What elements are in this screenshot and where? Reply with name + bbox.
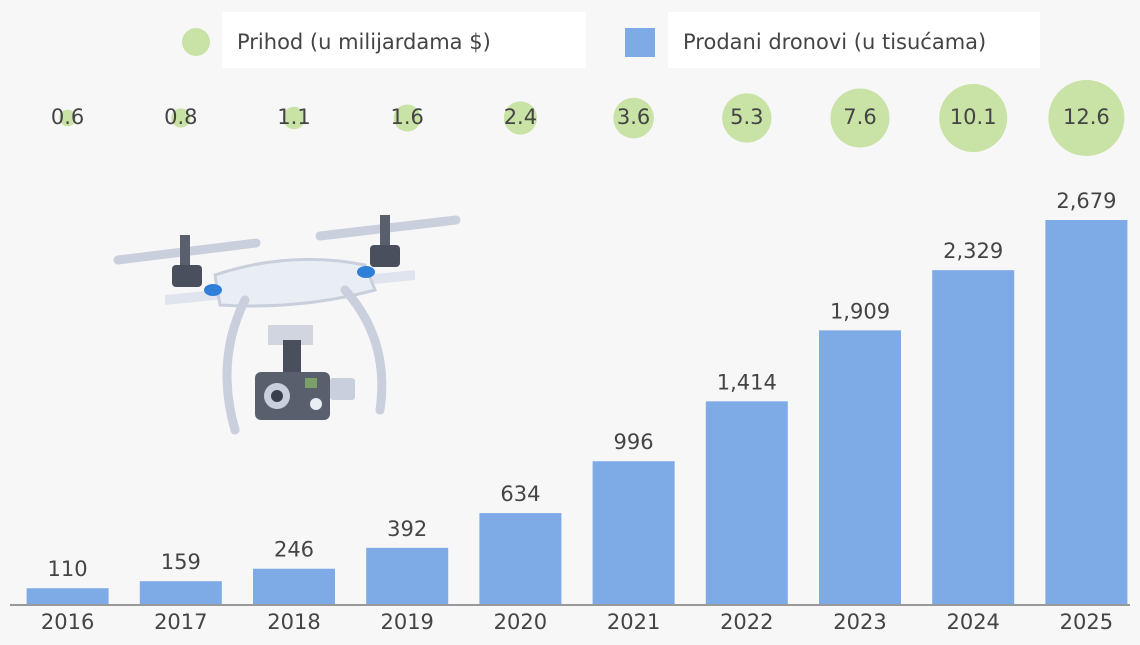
x-tick-label: 2019 [380,610,433,634]
legend-marker [625,28,655,57]
data-label: 3.6 [617,105,650,129]
data-label: 392 [387,517,427,541]
bar [27,588,109,604]
legend-marker [182,28,210,56]
data-label: 2,679 [1056,189,1116,213]
bar [706,401,788,604]
data-label: 159 [161,550,201,574]
bar [819,330,901,604]
data-label: 2,329 [943,239,1003,263]
x-tick-label: 2018 [267,610,320,634]
bar [479,513,561,604]
bar [140,581,222,604]
x-tick-label: 2025 [1060,610,1113,634]
bar [253,569,335,604]
data-label: 7.6 [843,105,876,129]
legend-label: Prodani dronovi (u tisućama) [683,30,986,54]
bar [932,270,1014,604]
data-label: 2.4 [504,105,537,129]
data-label: 5.3 [730,105,763,129]
x-tick-label: 2021 [607,610,660,634]
bar [593,461,675,604]
data-label: 0.6 [51,105,84,129]
data-label: 12.6 [1063,105,1110,129]
data-label: 1,414 [717,370,777,394]
page: Prihod (u milijardama $) Prodani dronovi … [0,0,1140,645]
x-tick-label: 2024 [946,610,999,634]
data-label: 634 [500,482,540,506]
bar [1045,220,1127,604]
data-label: 1.1 [277,105,310,129]
x-tick-label: 2023 [833,610,886,634]
x-tick-label: 2017 [154,610,207,634]
data-label: 10.1 [950,105,997,129]
data-label: 996 [614,430,654,454]
bar [366,548,448,604]
data-label: 1.6 [390,105,423,129]
x-tick-label: 2022 [720,610,773,634]
data-label: 0.8 [164,105,197,129]
x-tick-label: 2016 [41,610,94,634]
data-label: 1,909 [830,299,890,323]
data-label: 110 [48,557,88,581]
data-label: 246 [274,538,314,562]
x-tick-label: 2020 [494,610,547,634]
legend-label: Prihod (u milijardama $) [237,30,491,54]
chart: Prihod (u milijardama $) Prodani dronovi … [0,0,1140,645]
